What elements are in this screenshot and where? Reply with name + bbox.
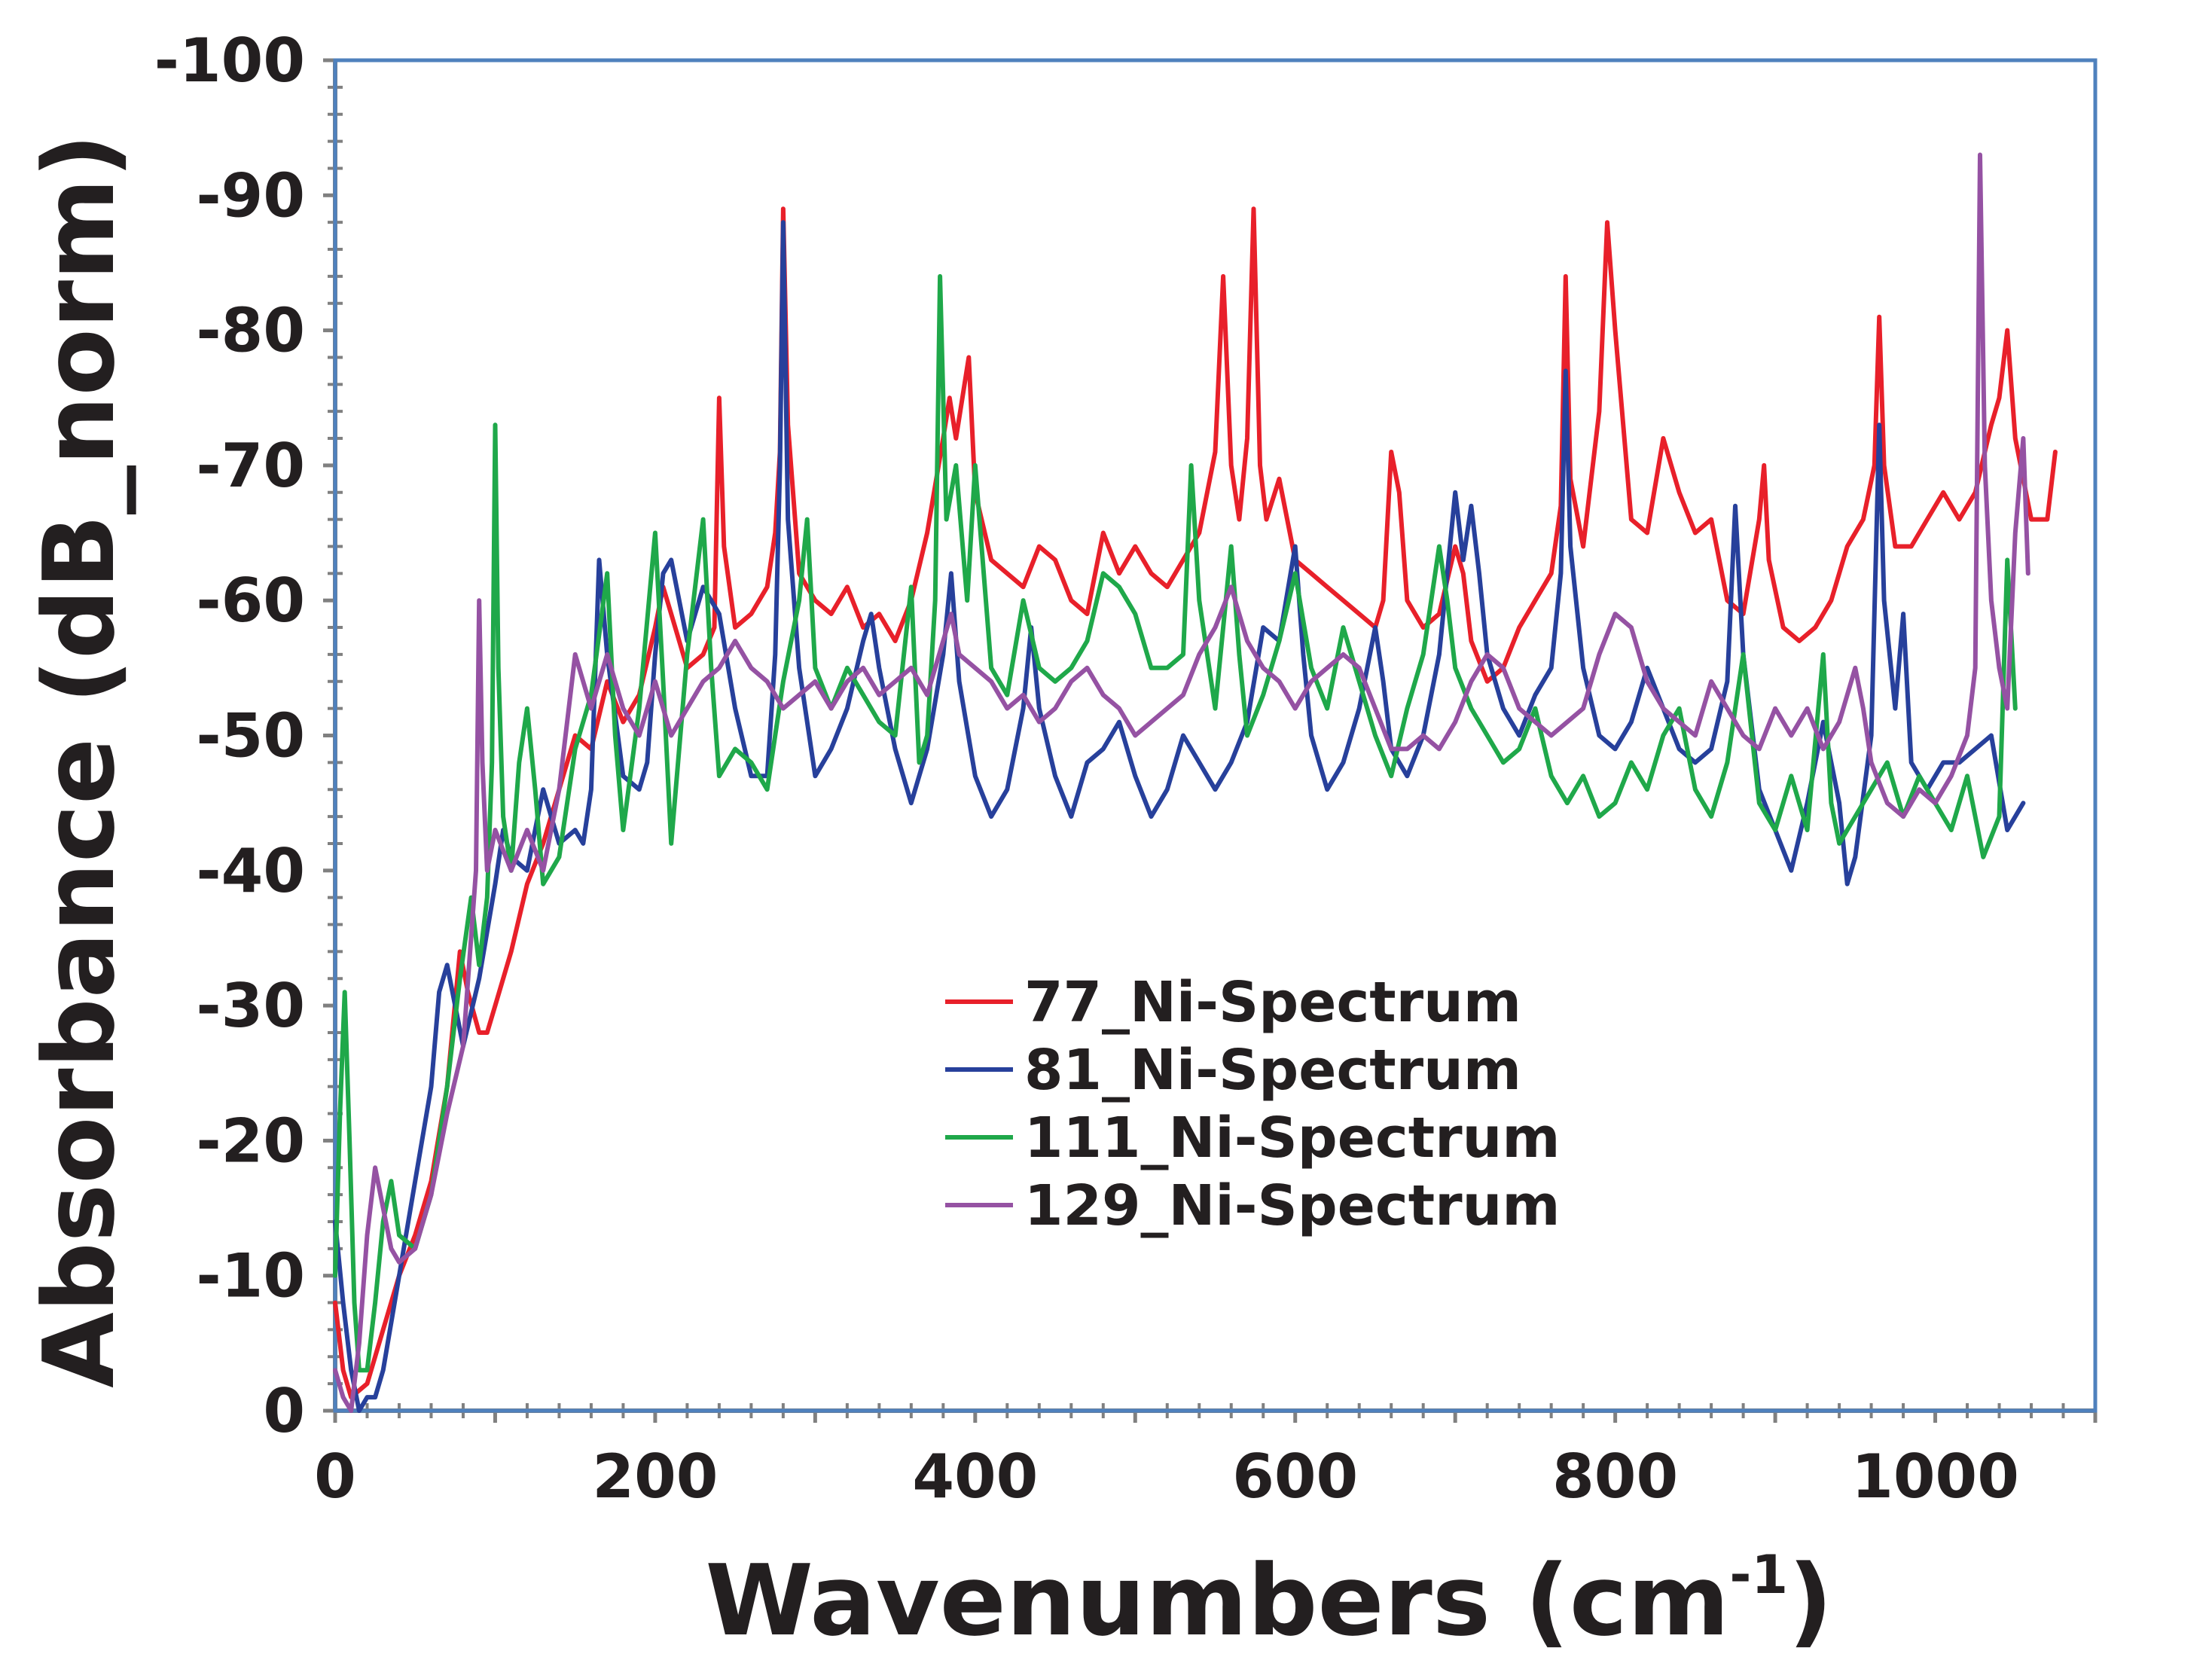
y-tick-label: -80: [196, 296, 305, 366]
legend: 77_Ni-Spectrum81_Ni-Spectrum111_Ni-Spect…: [945, 970, 1560, 1238]
series-lines: [333, 152, 2058, 1413]
x-tick-label: 1000: [1851, 1442, 2019, 1512]
y-tick-label: -10: [196, 1241, 305, 1311]
y-tick-label: -60: [196, 566, 305, 636]
plot-frame: [333, 58, 2098, 1413]
y-tick-label: -20: [196, 1106, 305, 1176]
y-axis: 0 -10 -20 -30 -40 -50 -60 -70 -80 -90 -100: [154, 26, 343, 1446]
series-line-129_Ni-Spectrum: [333, 152, 2030, 1413]
legend-label: 129_Ni-Spectrum: [1024, 1173, 1560, 1238]
y-tick-label: -40: [196, 836, 305, 906]
series-line-77_Ni-Spectrum: [333, 206, 2058, 1400]
y-tick-label: -70: [196, 431, 305, 501]
y-tick-label: -100: [154, 26, 305, 96]
y-tick-label: -90: [196, 160, 305, 230]
legend-label: 81_Ni-Spectrum: [1024, 1038, 1521, 1103]
x-tick-label: 400: [912, 1442, 1038, 1512]
x-axis-title-superscript: -1: [1729, 1544, 1788, 1606]
y-tick-label: -50: [196, 701, 305, 771]
x-tick-label: 800: [1552, 1442, 1678, 1512]
x-axis: 0 200 400 600 800 1000: [314, 1403, 2098, 1512]
y-axis-title: Absorbance (dB_norm): [22, 133, 136, 1388]
y-tick-label: -30: [196, 971, 305, 1041]
x-axis-title-close: ): [1788, 1543, 1832, 1657]
x-tick-label: 0: [314, 1442, 356, 1512]
x-axis-title: Wavenumbers (cm-1): [705, 1543, 1832, 1657]
x-tick-label: 600: [1232, 1442, 1358, 1512]
x-axis-title-main: Wavenumbers (cm: [705, 1543, 1729, 1657]
y-tick-label: 0: [263, 1376, 305, 1446]
series-line-81_Ni-Spectrum: [333, 220, 2026, 1413]
x-tick-label: 200: [592, 1442, 718, 1512]
legend-label: 77_Ni-Spectrum: [1024, 970, 1521, 1035]
legend-label: 111_Ni-Spectrum: [1024, 1106, 1560, 1170]
